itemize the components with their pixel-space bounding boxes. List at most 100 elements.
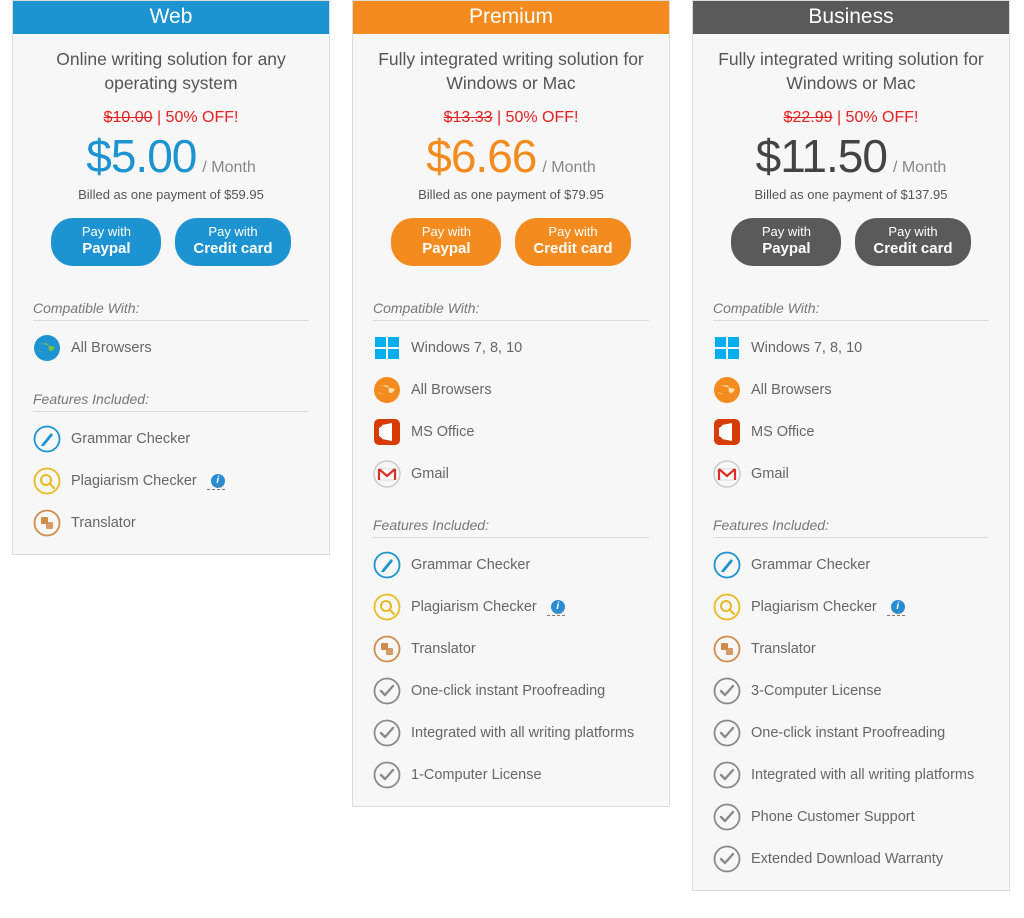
list-item-label: Plagiarism Checker bbox=[751, 599, 877, 615]
plan-web-tagline: Online writing solution for any operatin… bbox=[33, 48, 309, 95]
office-icon bbox=[373, 418, 401, 446]
per-month: / Month bbox=[893, 159, 946, 177]
pay-paypal-button[interactable]: Pay with Paypal bbox=[391, 218, 501, 266]
old-price: $10.00 bbox=[104, 109, 153, 126]
plan-web: Web Online writing solution for any oper… bbox=[12, 0, 330, 555]
list-item: Integrated with all writing platforms bbox=[373, 712, 649, 754]
pen-icon bbox=[373, 551, 401, 579]
plan-premium-discount: $13.33 | 50% OFF! bbox=[373, 109, 649, 127]
plan-web-price-row: $5.00 / Month bbox=[33, 129, 309, 183]
plan-business-title: Business bbox=[693, 1, 1009, 34]
plan-web-discount: $10.00 | 50% OFF! bbox=[33, 109, 309, 127]
check-icon bbox=[373, 677, 401, 705]
list-item-label: One-click instant Proofreading bbox=[751, 725, 945, 741]
plan-business-tagline: Fully integrated writing solution for Wi… bbox=[713, 48, 989, 95]
pay-creditcard-button[interactable]: Pay with Credit card bbox=[175, 218, 290, 266]
list-item: All Browsers bbox=[373, 369, 649, 411]
list-item: Windows 7, 8, 10 bbox=[713, 327, 989, 369]
plan-web-pay-row: Pay with Paypal Pay with Credit card bbox=[33, 218, 309, 266]
list-item: Plagiarism Checker i bbox=[33, 460, 309, 502]
discount-text: 50% OFF! bbox=[166, 109, 239, 126]
list-item: Gmail bbox=[713, 453, 989, 495]
plan-premium-title: Premium bbox=[353, 1, 669, 34]
pen-icon bbox=[33, 425, 61, 453]
plan-business-billed: Billed as one payment of $137.95 bbox=[713, 187, 989, 202]
plan-web-price: $5.00 bbox=[86, 129, 196, 183]
pricing-plans: Web Online writing solution for any oper… bbox=[0, 0, 1024, 891]
plan-business-body: Fully integrated writing solution for Wi… bbox=[693, 34, 1009, 288]
plan-premium-compat-list: Windows 7, 8, 10 All Browsers MS Office Gma… bbox=[353, 321, 669, 505]
pay-creditcard-button[interactable]: Pay with Credit card bbox=[855, 218, 970, 266]
check-icon bbox=[373, 719, 401, 747]
list-item: Translator bbox=[713, 628, 989, 670]
plan-business: Business Fully integrated writing soluti… bbox=[692, 0, 1010, 891]
features-label: Features Included: bbox=[33, 379, 309, 412]
list-item: All Browsers bbox=[713, 369, 989, 411]
old-price: $22.99 bbox=[784, 109, 833, 126]
globe-orange-icon bbox=[373, 376, 401, 404]
list-item: Phone Customer Support bbox=[713, 796, 989, 838]
per-month: / Month bbox=[542, 159, 595, 177]
info-icon[interactable]: i bbox=[547, 597, 565, 616]
info-icon[interactable]: i bbox=[887, 597, 905, 616]
plan-premium-price-row: $6.66 / Month bbox=[373, 129, 649, 183]
search-icon bbox=[33, 467, 61, 495]
gmail-icon bbox=[713, 460, 741, 488]
list-item-label: All Browsers bbox=[751, 382, 832, 398]
plan-business-features-list: Grammar Checker Plagiarism Checker i Trans… bbox=[693, 538, 1009, 890]
list-item: Grammar Checker bbox=[373, 544, 649, 586]
list-item-label: All Browsers bbox=[71, 340, 152, 356]
list-item-label: Grammar Checker bbox=[751, 557, 870, 573]
list-item: 1-Computer License bbox=[373, 754, 649, 796]
plan-web-billed: Billed as one payment of $59.95 bbox=[33, 187, 309, 202]
list-item-label: Plagiarism Checker bbox=[71, 473, 197, 489]
compat-label: Compatible With: bbox=[373, 288, 649, 321]
discount-text: 50% OFF! bbox=[846, 109, 919, 126]
list-item-label: 3-Computer License bbox=[751, 683, 882, 699]
list-item-label: Integrated with all writing platforms bbox=[411, 725, 634, 741]
plan-web-compat-list: All Browsers bbox=[13, 321, 329, 379]
pay-paypal-button[interactable]: Pay with Paypal bbox=[731, 218, 841, 266]
list-item-label: All Browsers bbox=[411, 382, 492, 398]
list-item-label: One-click instant Proofreading bbox=[411, 683, 605, 699]
plan-premium: Premium Fully integrated writing solutio… bbox=[352, 0, 670, 807]
features-label: Features Included: bbox=[373, 505, 649, 538]
pay-creditcard-button[interactable]: Pay with Credit card bbox=[515, 218, 630, 266]
plan-business-pay-row: Pay with Paypal Pay with Credit card bbox=[713, 218, 989, 266]
check-icon bbox=[713, 719, 741, 747]
compat-label: Compatible With: bbox=[713, 288, 989, 321]
list-item: Integrated with all writing platforms bbox=[713, 754, 989, 796]
translate-icon bbox=[33, 509, 61, 537]
check-icon bbox=[713, 803, 741, 831]
plan-premium-body: Fully integrated writing solution for Wi… bbox=[353, 34, 669, 288]
compat-label: Compatible With: bbox=[33, 288, 309, 321]
list-item: Plagiarism Checker i bbox=[373, 586, 649, 628]
list-item: Grammar Checker bbox=[33, 418, 309, 460]
globe-icon bbox=[33, 334, 61, 362]
list-item-label: MS Office bbox=[411, 424, 474, 440]
list-item: One-click instant Proofreading bbox=[713, 712, 989, 754]
info-icon[interactable]: i bbox=[207, 471, 225, 490]
plan-web-features-list: Grammar Checker Plagiarism Checker i Trans… bbox=[13, 412, 329, 554]
list-item-label: Integrated with all writing platforms bbox=[751, 767, 974, 783]
list-item-label: Grammar Checker bbox=[411, 557, 530, 573]
list-item-label: Gmail bbox=[751, 466, 789, 482]
pen-icon bbox=[713, 551, 741, 579]
check-icon bbox=[713, 761, 741, 789]
list-item: Windows 7, 8, 10 bbox=[373, 327, 649, 369]
list-item-label: Plagiarism Checker bbox=[411, 599, 537, 615]
translate-icon bbox=[713, 635, 741, 663]
list-item: Gmail bbox=[373, 453, 649, 495]
plan-premium-features-list: Grammar CheckerPlagiarism Checker iTrans… bbox=[353, 538, 669, 806]
plan-premium-price: $6.66 bbox=[426, 129, 536, 183]
windows-icon bbox=[373, 334, 401, 362]
list-item: All Browsers bbox=[33, 327, 309, 369]
pay-paypal-button[interactable]: Pay with Paypal bbox=[51, 218, 161, 266]
list-item-label: Translator bbox=[751, 641, 816, 657]
list-item-label: Grammar Checker bbox=[71, 431, 190, 447]
list-item-label: Translator bbox=[71, 515, 136, 531]
plan-web-body: Online writing solution for any operatin… bbox=[13, 34, 329, 288]
list-item-label: Phone Customer Support bbox=[751, 809, 915, 825]
list-item: Translator bbox=[373, 628, 649, 670]
list-item: MS Office bbox=[373, 411, 649, 453]
